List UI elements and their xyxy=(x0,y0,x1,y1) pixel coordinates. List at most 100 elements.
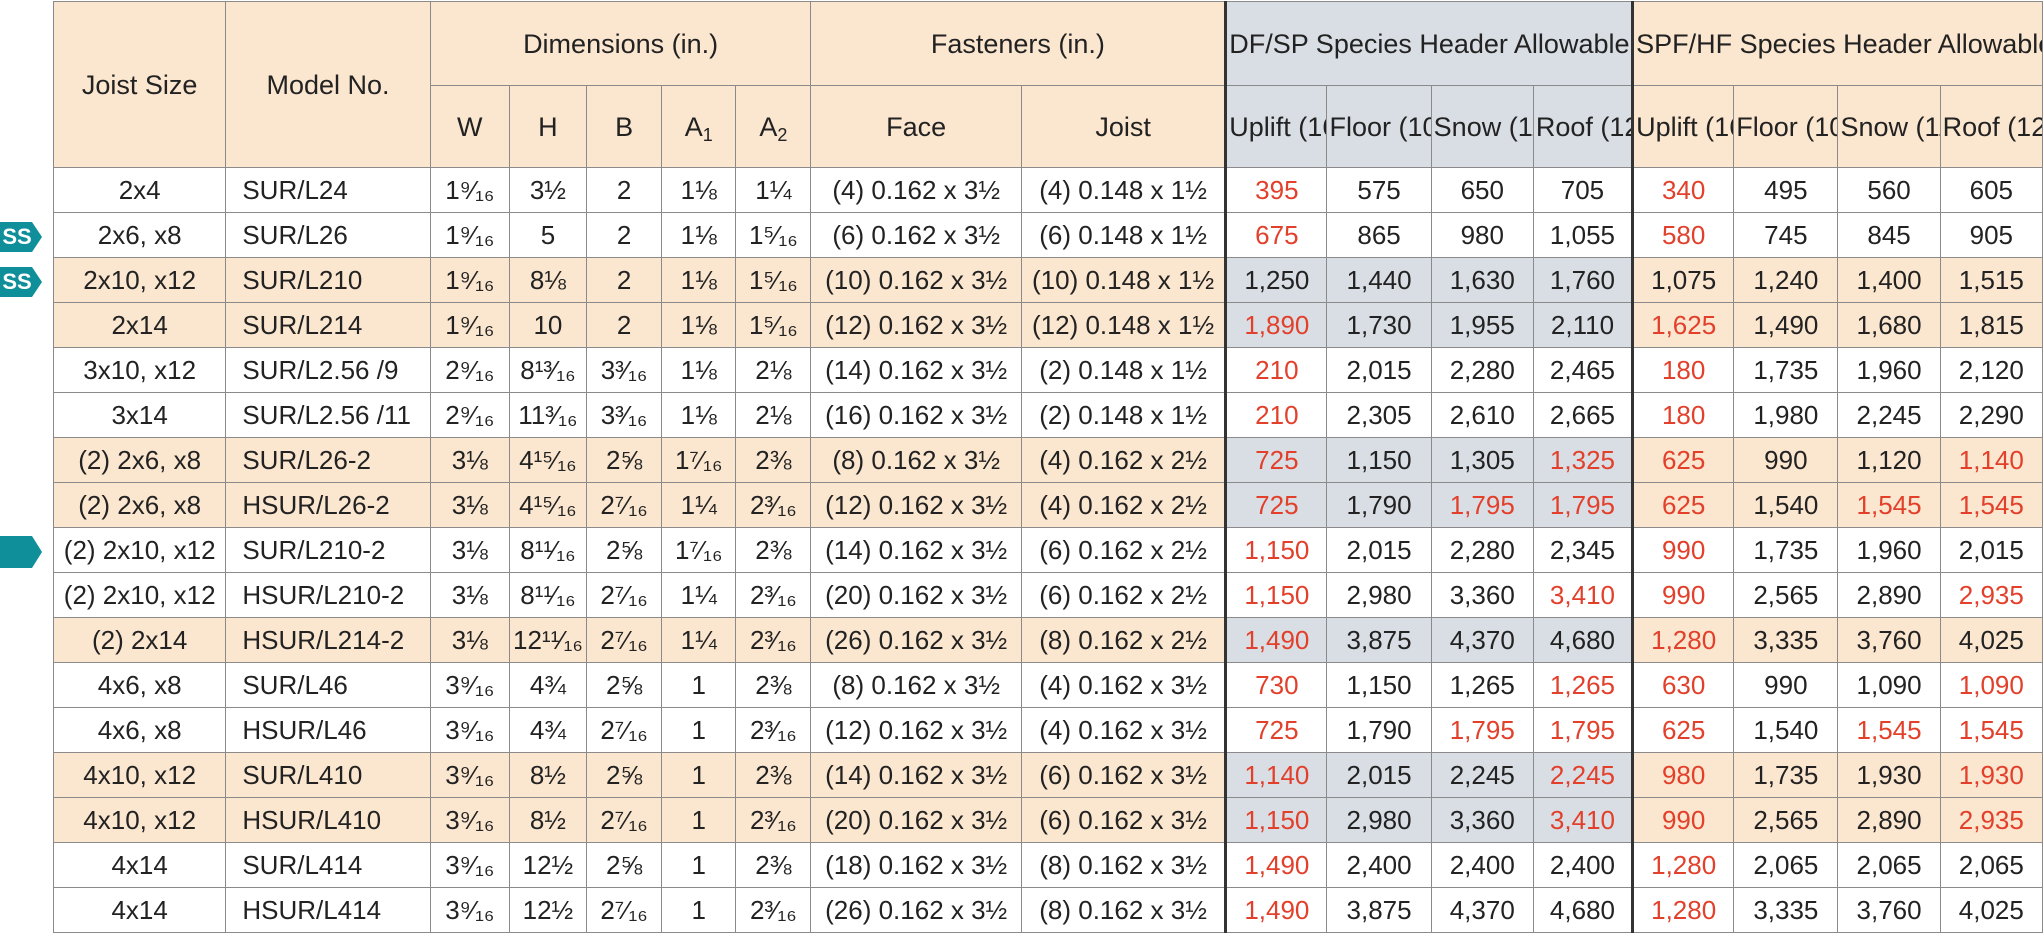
spf-floor-cell: 2,065 xyxy=(1733,842,1839,888)
df-snow-cell: 2,245 xyxy=(1430,752,1534,798)
spf-roof-cell: 1,515 xyxy=(1939,257,2044,303)
group-fasteners: Fasteners (in.) xyxy=(810,1,1227,86)
joist-size-cell: (2) 2x10, x12 xyxy=(52,572,227,618)
spf-floor-cell: 1,735 xyxy=(1733,752,1839,798)
col-df-floor: Floor (100) xyxy=(1326,85,1432,168)
dim-h-cell: 10 xyxy=(508,302,588,348)
spf-floor-cell: 1,240 xyxy=(1733,257,1839,303)
spf-roof-cell: 1,140 xyxy=(1939,437,2044,483)
table-row: 4x10, x12 HSUR/L410 3⁹⁄₁₆ 8½ 2⁷⁄₁₆ 1 2³⁄₁₆ (20)… xyxy=(52,797,2044,843)
spf-roof-cell: 1,545 xyxy=(1939,707,2044,753)
spf-snow-cell: 2,065 xyxy=(1837,842,1941,888)
model-no-cell: HSUR/L410 xyxy=(225,797,431,843)
model-no-cell: SUR/L210 xyxy=(225,257,431,303)
dim-b-cell: 3³⁄₁₆ xyxy=(585,347,663,393)
df-uplift-cell: 725 xyxy=(1224,482,1328,528)
dim-h-cell: 4¾ xyxy=(508,707,588,753)
joist-size-cell: (2) 2x10, x12 xyxy=(52,527,227,573)
dim-a1-cell: 1⁷⁄₁₆ xyxy=(661,527,737,573)
dim-w-cell: 3⅛ xyxy=(429,482,510,528)
spf-roof-cell: 1,930 xyxy=(1939,752,2044,798)
dim-b-cell: 2⅝ xyxy=(585,842,663,888)
model-no-cell: SUR/L26 xyxy=(225,212,431,258)
df-snow-cell: 1,630 xyxy=(1430,257,1534,303)
col-a1-label: A xyxy=(684,111,703,142)
arrow-tag-icon xyxy=(0,536,42,568)
group-dimensions: Dimensions (in.) xyxy=(429,1,812,86)
spf-uplift-cell: 1,280 xyxy=(1631,887,1735,933)
df-uplift-cell: 1,490 xyxy=(1224,842,1328,888)
dim-h-cell: 12½ xyxy=(508,842,588,888)
spf-roof-cell: 605 xyxy=(1939,167,2044,213)
dim-a2-cell: 2⅜ xyxy=(735,437,812,483)
dim-h-cell: 8⅛ xyxy=(508,257,588,303)
dim-h-cell: 8½ xyxy=(508,797,588,843)
spf-floor-cell: 1,490 xyxy=(1733,302,1839,348)
dim-h-cell: 5 xyxy=(508,212,588,258)
dim-a2-cell: 2⅜ xyxy=(735,527,812,573)
spf-floor-cell: 2,565 xyxy=(1733,797,1839,843)
df-floor-cell: 1,730 xyxy=(1326,302,1432,348)
face-fastener-cell: (14) 0.162 x 3½ xyxy=(810,347,1022,393)
df-roof-cell: 3,410 xyxy=(1532,572,1634,618)
dim-w-cell: 1⁹⁄₁₆ xyxy=(429,212,510,258)
dim-h-cell: 8¹¹⁄₁₆ xyxy=(508,572,588,618)
df-snow-cell: 2,400 xyxy=(1430,842,1534,888)
spf-snow-cell: 3,760 xyxy=(1837,887,1941,933)
table-row: (2) 2x6, x8 SUR/L26-2 3⅛ 4¹⁵⁄₁₆ 2⅝ 1⁷⁄₁₆ 2⅜ (8)… xyxy=(52,437,2044,483)
table-row: (2) 2x10, x12 HSUR/L210-2 3⅛ 8¹¹⁄₁₆ 2⁷⁄₁₆ 1¼ 2… xyxy=(52,572,2044,618)
spf-uplift-cell: 180 xyxy=(1631,347,1735,393)
df-floor-cell: 1,150 xyxy=(1326,662,1432,708)
spf-floor-cell: 1,540 xyxy=(1733,707,1839,753)
dim-w-cell: 3⁹⁄₁₆ xyxy=(429,797,510,843)
df-uplift-cell: 1,140 xyxy=(1224,752,1328,798)
df-snow-cell: 650 xyxy=(1430,167,1534,213)
dim-b-cell: 2⁷⁄₁₆ xyxy=(585,572,663,618)
joist-fastener-cell: (2) 0.148 x 1½ xyxy=(1020,392,1227,438)
df-snow-cell: 3,360 xyxy=(1430,797,1534,843)
joist-fastener-cell: (8) 0.162 x 3½ xyxy=(1020,887,1227,933)
spf-snow-cell: 3,760 xyxy=(1837,617,1941,663)
table-row: 4x6, x8 SUR/L46 3⁹⁄₁₆ 4¾ 2⅝ 1 2⅜ (8) 0.162 x 3½… xyxy=(52,662,2044,708)
dim-h-cell: 4¹⁵⁄₁₆ xyxy=(508,437,588,483)
df-snow-cell: 4,370 xyxy=(1430,617,1534,663)
dim-b-cell: 2⅝ xyxy=(585,752,663,798)
df-floor-cell: 2,980 xyxy=(1326,797,1432,843)
df-snow-cell: 2,280 xyxy=(1430,527,1534,573)
spf-floor-cell: 1,540 xyxy=(1733,482,1839,528)
joist-fastener-cell: (6) 0.148 x 1½ xyxy=(1020,212,1227,258)
face-fastener-cell: (12) 0.162 x 3½ xyxy=(810,482,1022,528)
col-face: Face xyxy=(810,85,1022,168)
spf-snow-cell: 1,090 xyxy=(1837,662,1941,708)
dim-b-cell: 2⁷⁄₁₆ xyxy=(585,707,663,753)
joist-size-cell: (2) 2x14 xyxy=(52,617,227,663)
dim-b-cell: 2 xyxy=(585,167,663,213)
dim-w-cell: 1⁹⁄₁₆ xyxy=(429,167,510,213)
dim-a2-cell: 2³⁄₁₆ xyxy=(735,572,812,618)
joist-size-cell: (2) 2x6, x8 xyxy=(52,437,227,483)
df-uplift-cell: 1,890 xyxy=(1224,302,1328,348)
df-floor-cell: 1,150 xyxy=(1326,437,1432,483)
dim-a1-cell: 1¼ xyxy=(661,617,737,663)
spf-snow-cell: 2,245 xyxy=(1837,392,1941,438)
spf-floor-cell: 1,980 xyxy=(1733,392,1839,438)
dim-w-cell: 3⅛ xyxy=(429,572,510,618)
dim-b-cell: 2 xyxy=(585,302,663,348)
dim-a1-cell: 1⅛ xyxy=(661,302,737,348)
spf-uplift-cell: 1,280 xyxy=(1631,617,1735,663)
dim-a1-cell: 1 xyxy=(661,662,737,708)
dim-h-cell: 4¾ xyxy=(508,662,588,708)
dim-w-cell: 3⁹⁄₁₆ xyxy=(429,707,510,753)
df-uplift-cell: 395 xyxy=(1224,167,1328,213)
joist-size-cell: 4x10, x12 xyxy=(52,797,227,843)
df-uplift-cell: 210 xyxy=(1224,392,1328,438)
face-fastener-cell: (10) 0.162 x 3½ xyxy=(810,257,1022,303)
dim-h-cell: 3½ xyxy=(508,167,588,213)
df-floor-cell: 2,980 xyxy=(1326,572,1432,618)
joist-size-cell: 4x6, x8 xyxy=(52,662,227,708)
face-fastener-cell: (18) 0.162 x 3½ xyxy=(810,842,1022,888)
model-no-cell: SUR/L414 xyxy=(225,842,431,888)
spf-snow-cell: 560 xyxy=(1837,167,1941,213)
df-uplift-cell: 1,150 xyxy=(1224,572,1328,618)
col-a1-subscript: 1 xyxy=(702,124,713,145)
